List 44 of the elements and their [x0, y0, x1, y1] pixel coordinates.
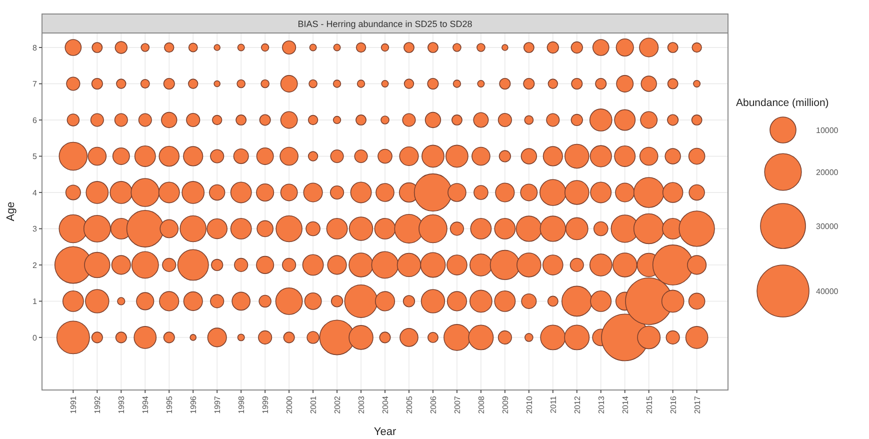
chart-title: BIAS - Herring abundance in SD25 to SD28	[298, 19, 472, 29]
x-tick-label: 1994	[141, 395, 150, 414]
x-tick-label: 1995	[165, 395, 174, 414]
x-tick-label: 2000	[285, 395, 294, 414]
x-tick-label: 2006	[428, 395, 438, 414]
legend-label: 10000	[816, 126, 839, 135]
x-tick-label: 2003	[357, 395, 366, 414]
y-tick-label: 7	[32, 80, 38, 89]
x-tick-label: 2012	[572, 395, 582, 414]
x-axis-title: Year	[374, 426, 396, 438]
x-tick-label: 2013	[596, 395, 606, 414]
y-tick-label: 2	[32, 260, 38, 270]
y-tick-label: 3	[32, 224, 38, 234]
legend-label: 40000	[816, 287, 839, 296]
x-tick-label: 1999	[261, 395, 270, 414]
y-tick-label: 0	[32, 333, 38, 342]
x-tick-label: 2011	[548, 395, 558, 414]
x-tick-label: 2014	[620, 395, 630, 414]
x-tick-label: 1996	[189, 395, 198, 414]
x-tick-label: 2005	[404, 395, 414, 414]
legend-title: Abundance (million)	[736, 97, 829, 109]
x-tick-label: 2007	[452, 395, 462, 414]
x-tick-label: 1992	[93, 395, 102, 414]
y-tick-label: 5	[32, 152, 38, 162]
legend-label: 30000	[816, 222, 839, 231]
x-tick-label: 2008	[476, 395, 486, 414]
x-tick-label: 2010	[524, 395, 534, 414]
x-tick-label: 1997	[213, 395, 222, 414]
legend-label: 20000	[816, 168, 839, 177]
y-tick-label: 4	[32, 188, 38, 198]
x-tick-label: 2009	[500, 395, 510, 414]
x-tick-label: 1998	[237, 395, 246, 414]
x-tick-label: 2001	[309, 395, 318, 414]
y-tick-label: 8	[32, 43, 38, 52]
y-axis-title: Age	[5, 202, 17, 222]
x-tick-label: 2017	[692, 395, 702, 414]
x-tick-label: 2016	[668, 395, 678, 414]
x-tick-label: 2015	[644, 395, 654, 414]
y-tick-label: 1	[32, 297, 38, 306]
x-tick-label: 1993	[117, 395, 126, 414]
y-tick-label: 6	[32, 116, 38, 125]
x-tick-label: 2002	[333, 395, 342, 414]
x-tick-label: 2004	[381, 395, 390, 414]
x-tick-label: 1991	[69, 395, 78, 414]
